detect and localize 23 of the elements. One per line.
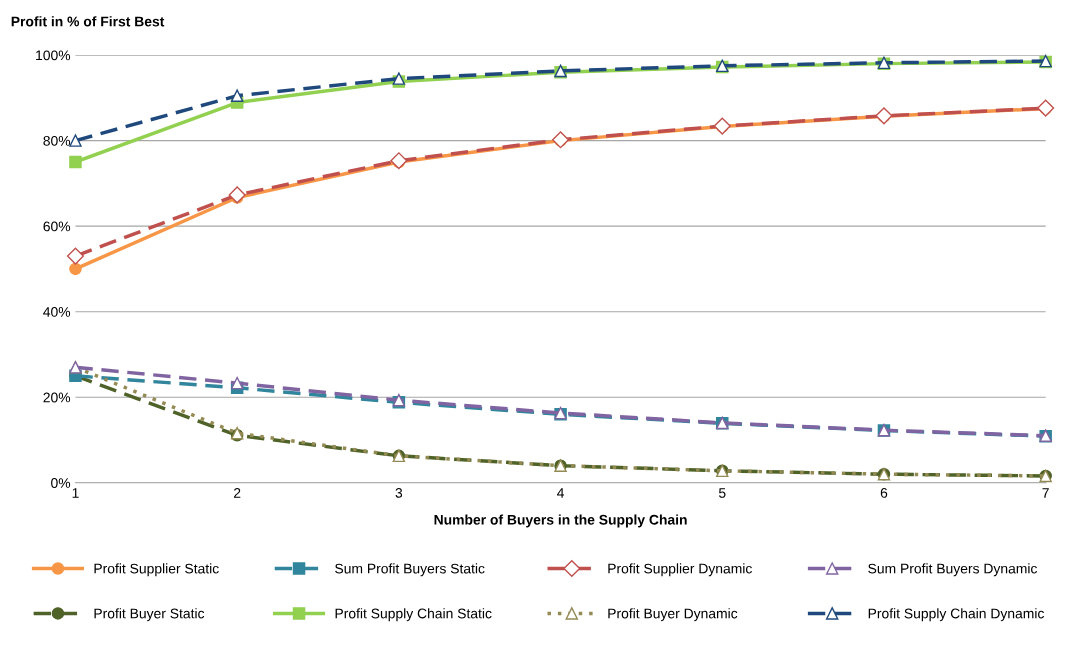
y-tick-label: 0% — [51, 478, 71, 488]
y-tick-label: 20% — [43, 392, 71, 403]
y-tick-label: 40% — [43, 307, 71, 317]
x-axis-title: Number of Buyers in the Supply Chain — [434, 514, 687, 528]
y-tick-label: 60% — [43, 221, 71, 232]
y-tick-label: 80% — [43, 135, 71, 146]
legend-label: Profit Supplier Dynamic — [608, 563, 752, 577]
x-tick-label: 1 — [72, 488, 79, 498]
legend-label: Profit Supply Chain Dynamic — [868, 608, 1044, 622]
y-axis-title: Profit in % of First Best — [11, 16, 165, 27]
legend-label: Sum Profit Buyers Dynamic — [868, 563, 1038, 577]
x-tick-label: 6 — [880, 487, 888, 498]
legend-label: Sum Profit Buyers Static — [335, 563, 485, 577]
legend-label: Profit Buyer Static — [94, 608, 205, 622]
x-tick-label: 7 — [1042, 488, 1049, 498]
legend-label: Profit Buyer Dynamic — [608, 608, 738, 622]
x-tick-label: 5 — [718, 488, 726, 498]
y-tick-label: 100% — [36, 50, 71, 61]
x-tick-label: 4 — [557, 488, 565, 498]
legend-label: Profit Supplier Static — [94, 563, 219, 577]
x-tick-label: 2 — [234, 487, 241, 498]
legend-label: Profit Supply Chain Static — [335, 608, 492, 622]
x-tick-label: 3 — [395, 487, 403, 498]
